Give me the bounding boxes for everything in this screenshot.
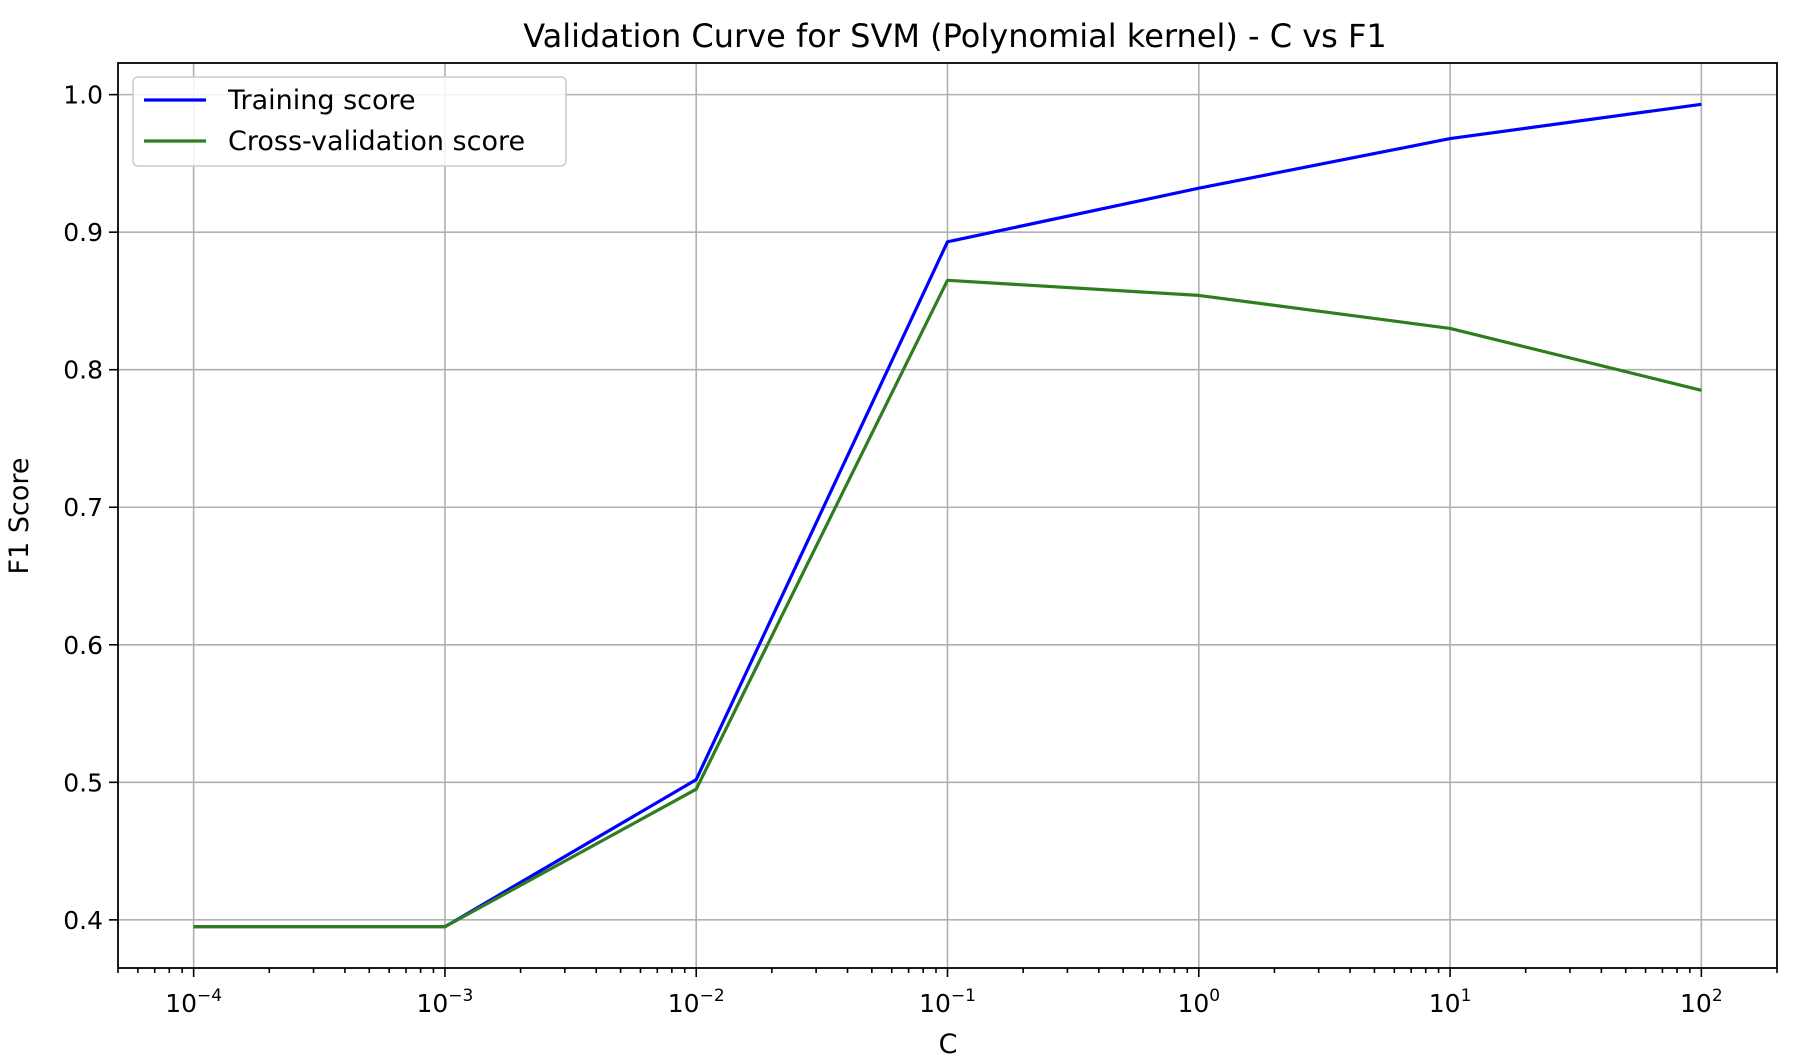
- legend-label-training-score: Training score: [227, 85, 416, 116]
- y-tick-label: 1.0: [63, 81, 103, 110]
- y-axis-label: F1 Score: [4, 458, 35, 575]
- y-tick-label: 0.6: [63, 631, 103, 660]
- x-axis-label: C: [939, 1029, 958, 1056]
- x-tick-label: 10−2: [668, 986, 725, 1018]
- y-tick-label: 0.7: [63, 493, 103, 522]
- y-tick-label: 0.8: [63, 356, 103, 385]
- y-tick-label: 0.5: [63, 768, 103, 797]
- x-tick-label: 102: [1680, 986, 1723, 1018]
- series-lines: [193, 102, 1702, 929]
- y-tick-label: 0.4: [63, 906, 103, 935]
- legend: Training score Cross-validation score: [132, 76, 567, 167]
- x-axis-ticks: 10−4 10−3 10−2 10−1 100 101 102: [117, 968, 1778, 1018]
- legend-label-cross-validation-score: Cross-validation score: [228, 126, 525, 157]
- y-axis-ticks: 0.4 0.5 0.6 0.7 0.8 0.9 1.0: [63, 81, 118, 935]
- grid-lines: [118, 63, 1777, 968]
- x-tick-label: 101: [1429, 986, 1472, 1018]
- x-tick-label: 100: [1177, 986, 1220, 1018]
- x-tick-label: 10−4: [165, 986, 222, 1018]
- chart-title: Validation Curve for SVM (Polynomial ker…: [523, 17, 1387, 55]
- legend-box: [132, 76, 567, 167]
- y-tick-label: 0.9: [63, 218, 103, 247]
- x-tick-label: 10−1: [919, 986, 976, 1018]
- cross-validation-score-line: [193, 278, 1702, 929]
- x-tick-label: 10−3: [416, 986, 473, 1018]
